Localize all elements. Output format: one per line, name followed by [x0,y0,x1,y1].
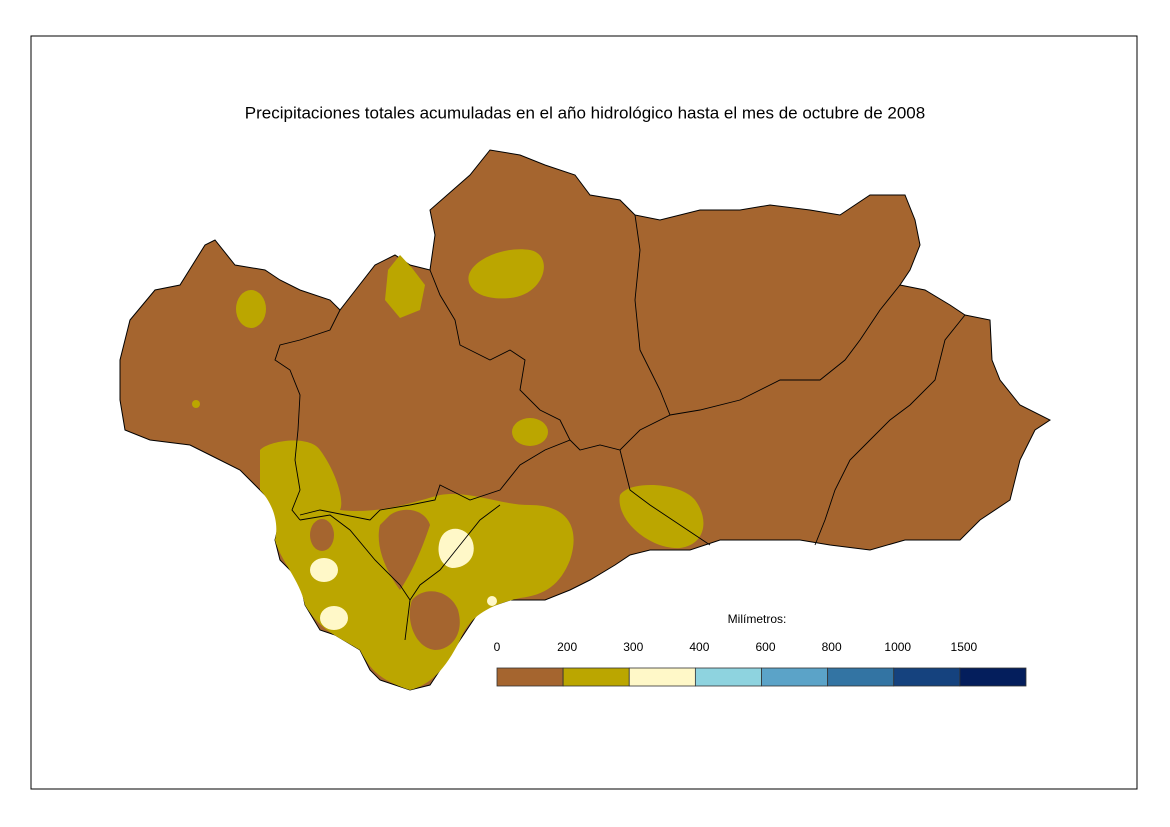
legend-swatch [893,667,961,687]
legend-swatch [694,667,762,687]
province-border [299,269,571,521]
legend: 0 200 300 400 600 800 1000 1500 [494,640,1027,687]
map-title: Precipitaciones totales acumuladas en el… [245,103,925,122]
legend-title: Milímetros: [728,612,787,626]
province-border [274,309,341,521]
zone [320,606,348,630]
legend-break-label: 400 [689,640,709,654]
map [119,149,1051,691]
zone [385,255,425,318]
province-border [814,314,966,546]
legend-break-label: 1500 [951,640,978,654]
province-border [619,449,711,546]
legend-break-label: 600 [755,640,775,654]
zone [468,249,544,299]
province-border [669,284,901,416]
legend-swatch [496,667,564,687]
zone [619,484,704,549]
legend-break-label: 0 [494,640,501,654]
zone [378,509,430,590]
legend-break-label: 200 [557,640,577,654]
zone [409,591,460,650]
zone [310,558,338,582]
legend-swatch [827,667,895,687]
legend-break-label: 800 [822,640,842,654]
legend-break-label: 300 [623,640,643,654]
legend-swatch [761,667,829,687]
zone [192,400,200,408]
legend-swatch [562,667,630,687]
zone [512,418,548,446]
zone [310,519,334,551]
legend-swatch [959,667,1027,687]
zone [236,290,266,328]
province-border [299,514,411,601]
zone [487,596,497,606]
legend-swatch [628,667,696,687]
legend-break-label: 1000 [884,640,911,654]
